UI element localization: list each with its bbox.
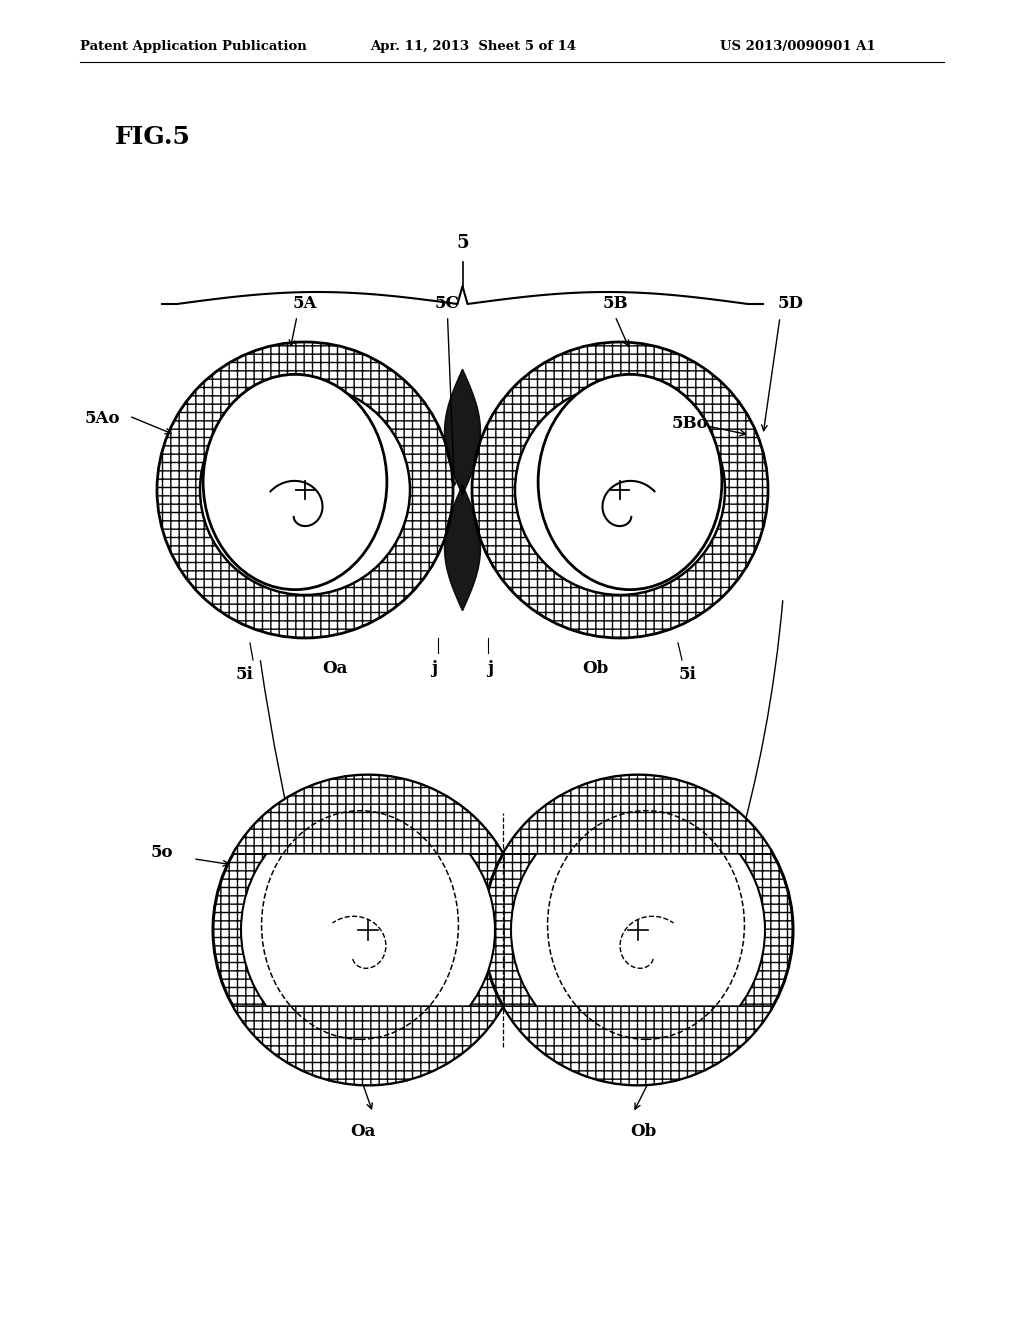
Circle shape — [200, 385, 410, 595]
Circle shape — [472, 342, 768, 638]
Text: 5i: 5i — [237, 667, 254, 682]
Polygon shape — [444, 370, 480, 495]
Text: 5B: 5B — [602, 294, 628, 312]
Text: 5D: 5D — [778, 294, 804, 312]
Polygon shape — [233, 1006, 773, 1085]
Text: 5o: 5o — [151, 843, 173, 861]
Text: 5A: 5A — [293, 294, 317, 312]
Circle shape — [511, 803, 765, 1057]
Text: 5Bo: 5Bo — [672, 414, 709, 432]
Circle shape — [483, 775, 793, 1085]
Text: US 2013/0090901 A1: US 2013/0090901 A1 — [720, 40, 876, 53]
Ellipse shape — [539, 375, 722, 590]
Text: j: j — [431, 660, 437, 677]
Circle shape — [515, 385, 725, 595]
Text: 5: 5 — [456, 234, 469, 252]
Text: Oa: Oa — [350, 1123, 376, 1140]
Text: j: j — [487, 660, 494, 677]
Circle shape — [241, 803, 495, 1057]
Text: Apr. 11, 2013  Sheet 5 of 14: Apr. 11, 2013 Sheet 5 of 14 — [370, 40, 577, 53]
Polygon shape — [233, 775, 773, 854]
Text: FIG.5: FIG.5 — [115, 125, 190, 149]
Ellipse shape — [203, 375, 387, 590]
Text: 5i: 5i — [679, 667, 697, 682]
Text: Oa: Oa — [323, 660, 348, 677]
Text: Ob: Ob — [582, 660, 608, 677]
Text: 5Ao: 5Ao — [85, 411, 121, 426]
Text: Ob: Ob — [630, 1123, 656, 1140]
Text: 5C: 5C — [435, 294, 460, 312]
Polygon shape — [444, 484, 480, 611]
Text: Patent Application Publication: Patent Application Publication — [80, 40, 307, 53]
Circle shape — [157, 342, 453, 638]
Circle shape — [213, 775, 523, 1085]
